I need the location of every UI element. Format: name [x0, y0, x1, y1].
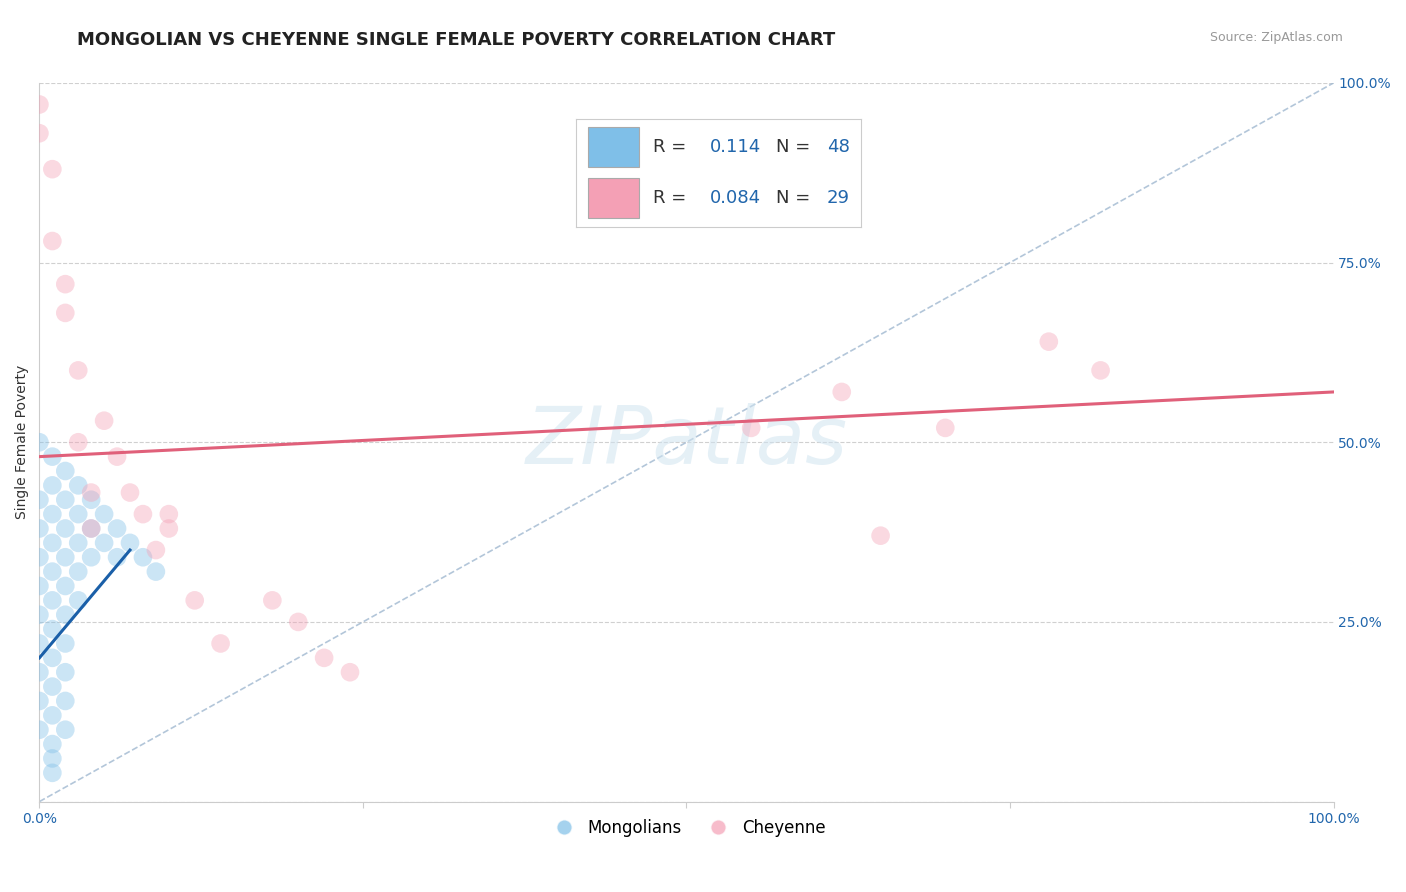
Point [28, 97, 51, 112]
Point [53, 665, 76, 680]
Point [1038, 334, 1060, 349]
Legend: Mongolians, Cheyenne: Mongolians, Cheyenne [541, 813, 832, 844]
Point [28, 636, 51, 650]
Point [41, 162, 63, 177]
Point [67, 536, 90, 550]
Point [157, 521, 180, 535]
Point [41, 680, 63, 694]
Y-axis label: Single Female Poverty: Single Female Poverty [15, 365, 30, 519]
Point [67, 565, 90, 579]
Point [80, 521, 103, 535]
Point [53, 492, 76, 507]
Point [105, 550, 128, 565]
Point [93, 507, 115, 521]
Point [41, 536, 63, 550]
Point [28, 521, 51, 535]
Point [28, 723, 51, 737]
Point [53, 521, 76, 535]
Point [53, 277, 76, 292]
Point [53, 694, 76, 708]
Text: ZIPatlas: ZIPatlas [526, 403, 848, 482]
Point [314, 650, 336, 665]
Point [41, 708, 63, 723]
Point [67, 435, 90, 450]
Point [53, 723, 76, 737]
Point [28, 492, 51, 507]
Point [28, 550, 51, 565]
Point [869, 529, 891, 543]
Point [53, 636, 76, 650]
Point [80, 521, 103, 535]
Point [339, 665, 361, 680]
Point [1090, 363, 1112, 377]
Point [105, 450, 128, 464]
Point [53, 607, 76, 622]
Point [67, 507, 90, 521]
Point [105, 521, 128, 535]
Point [41, 593, 63, 607]
Point [28, 579, 51, 593]
Point [41, 737, 63, 751]
Point [93, 414, 115, 428]
Point [41, 751, 63, 765]
Point [67, 593, 90, 607]
Point [740, 421, 762, 435]
Point [831, 384, 853, 399]
Point [41, 507, 63, 521]
Point [132, 550, 155, 565]
Point [934, 421, 956, 435]
Point [28, 435, 51, 450]
Point [41, 478, 63, 492]
Point [41, 565, 63, 579]
Point [53, 579, 76, 593]
Point [53, 464, 76, 478]
Point [145, 565, 167, 579]
Point [41, 234, 63, 248]
Point [41, 622, 63, 636]
Point [80, 485, 103, 500]
Point [145, 543, 167, 558]
Point [28, 126, 51, 140]
Point [118, 485, 141, 500]
Point [183, 593, 205, 607]
Point [93, 536, 115, 550]
Point [28, 665, 51, 680]
Point [262, 593, 284, 607]
Point [80, 550, 103, 565]
Point [41, 650, 63, 665]
Point [67, 478, 90, 492]
Point [53, 550, 76, 565]
Point [41, 450, 63, 464]
Point [118, 536, 141, 550]
Point [28, 607, 51, 622]
Point [80, 492, 103, 507]
Point [157, 507, 180, 521]
Point [41, 765, 63, 780]
Text: MONGOLIAN VS CHEYENNE SINGLE FEMALE POVERTY CORRELATION CHART: MONGOLIAN VS CHEYENNE SINGLE FEMALE POVE… [77, 31, 835, 49]
Point [287, 615, 309, 629]
Point [53, 306, 76, 320]
Point [132, 507, 155, 521]
Point [67, 363, 90, 377]
Point [209, 636, 232, 650]
Text: Source: ZipAtlas.com: Source: ZipAtlas.com [1209, 31, 1343, 45]
Point [28, 694, 51, 708]
